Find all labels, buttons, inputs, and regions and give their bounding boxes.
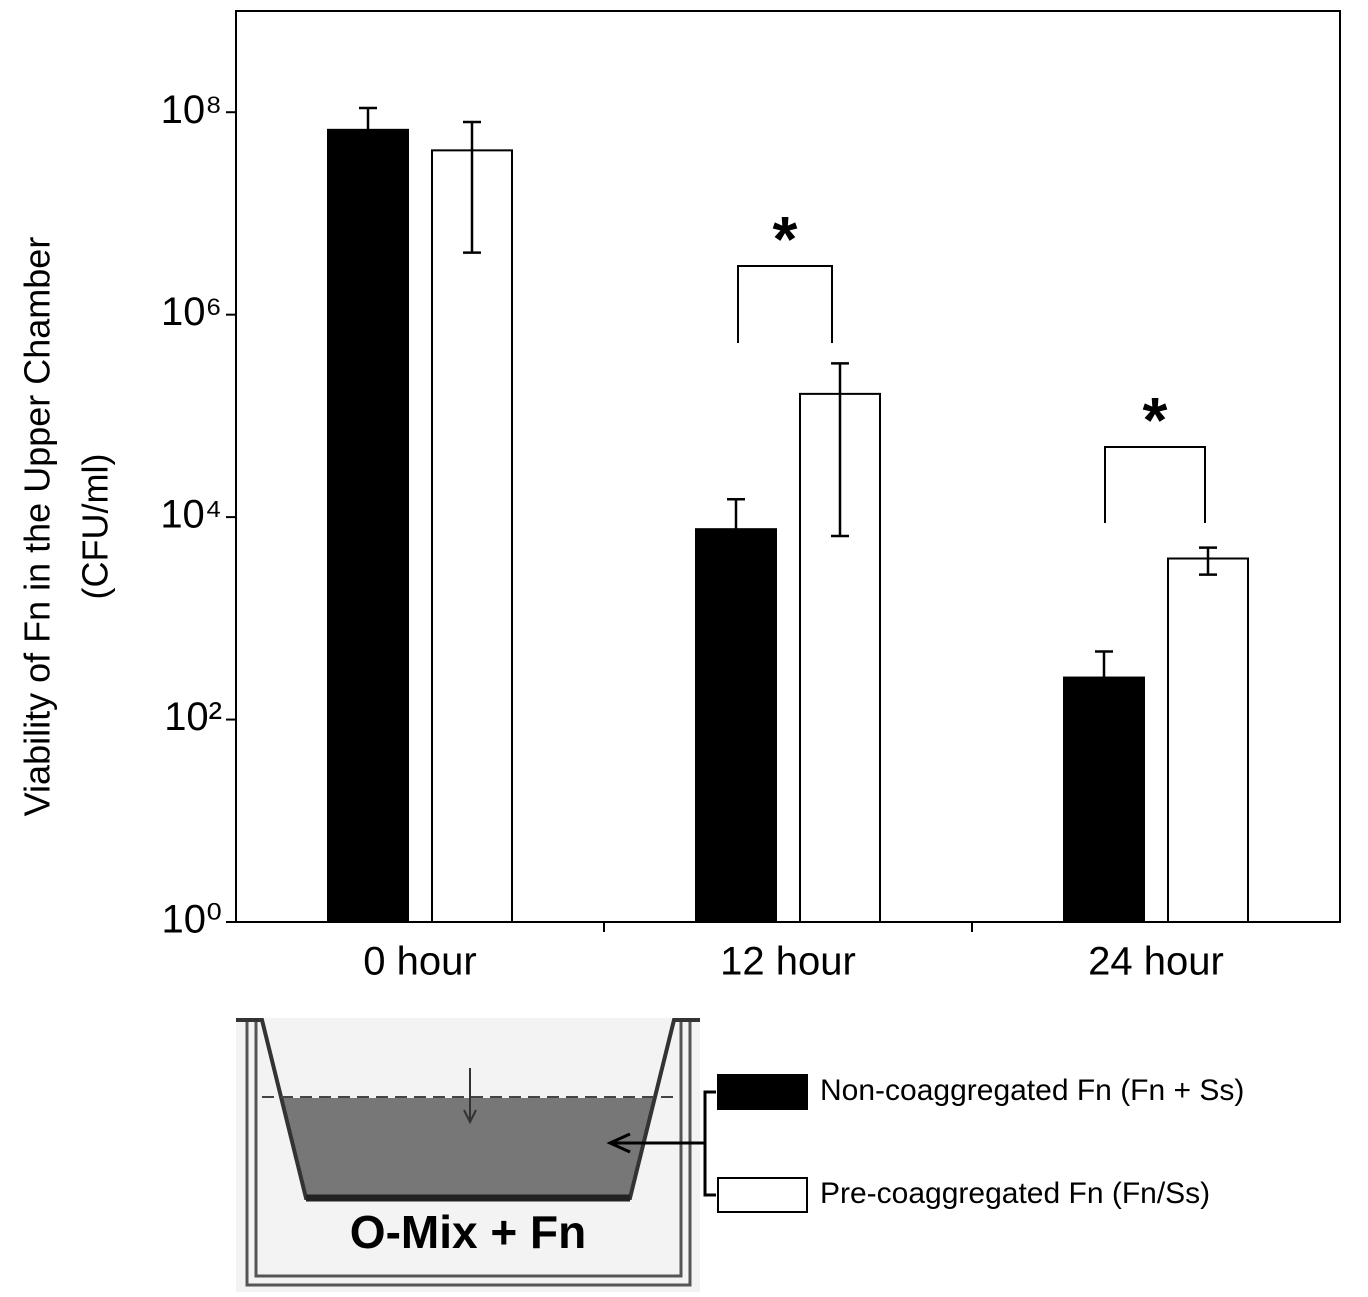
bar <box>431 149 513 923</box>
y-tick-label: 10² <box>164 695 222 739</box>
legend-swatch <box>717 1177 808 1213</box>
connector-arrow <box>606 1132 631 1154</box>
y-axis-label: Viability of Fn in the Upper Chamber <box>17 237 58 817</box>
y-tick-label: 10⁶ <box>161 290 222 334</box>
bar <box>1063 676 1145 923</box>
legend-swatch <box>717 1074 808 1110</box>
bar <box>695 528 777 923</box>
significance-star: * <box>773 203 798 275</box>
down-arrow-head <box>463 1109 477 1125</box>
significance-bracket <box>737 265 833 343</box>
legend-label: Non-coaggregated Fn (Fn + Ss) <box>820 1074 1244 1107</box>
legend-connector <box>614 1090 716 1197</box>
y-axis-label: (CFU/ml) <box>75 454 116 600</box>
well-diagram: O-Mix + Fn <box>236 1018 716 1292</box>
bar <box>1167 557 1249 923</box>
bar <box>327 128 409 923</box>
y-tick-label: 10⁴ <box>160 493 222 537</box>
plot-frame <box>235 10 1341 923</box>
y-tick-label: 10⁸ <box>161 88 222 132</box>
y-tick-label: 10⁰ <box>161 898 222 942</box>
significance-bracket <box>1104 446 1206 523</box>
legend-label: Pre-coaggregated Fn (Fn/Ss) <box>820 1177 1210 1210</box>
liquid <box>282 1098 655 1198</box>
x-tick-label: 0 hour <box>363 940 476 984</box>
outer-well-inner <box>254 1020 683 1278</box>
x-tick-label: 12 hour <box>720 940 856 984</box>
outer-well <box>245 1020 692 1287</box>
x-tick-label: 24 hour <box>1088 940 1224 984</box>
diagram-label: O-Mix + Fn <box>350 1206 586 1258</box>
significance-star: * <box>1143 384 1168 456</box>
